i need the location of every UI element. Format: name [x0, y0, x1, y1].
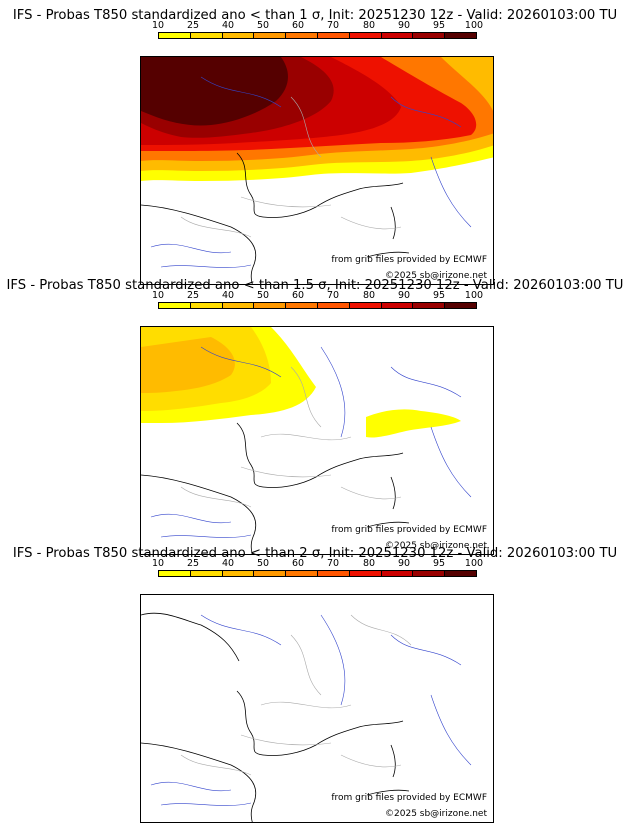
- borders: [180, 614, 412, 776]
- colorbar-tick: 50: [256, 558, 270, 569]
- coastline-islands: [366, 744, 410, 796]
- colorbar-tick: 90: [397, 290, 411, 301]
- panel-1-title: IFS - Probas T850 standardized ano < tha…: [12, 8, 618, 23]
- colorbar-swatch: [285, 302, 318, 309]
- colorbar-swatch: [189, 302, 223, 309]
- colorbar-tick: 10: [151, 290, 165, 301]
- colorbar-swatch: [221, 570, 255, 577]
- colorbar-tick: 80: [362, 290, 376, 301]
- colorbar-tick: 60: [291, 290, 305, 301]
- colorbar-swatch: [348, 570, 382, 577]
- colorbar-swatch: [158, 32, 191, 39]
- colorbar-tick: 90: [397, 20, 411, 31]
- prob-field-40: [141, 337, 235, 393]
- colorbar-tick: 25: [186, 558, 200, 569]
- colorbar-tick: 95: [432, 290, 446, 301]
- colorbar-swatch: [380, 570, 414, 577]
- colorbar-tick: 100: [464, 290, 484, 301]
- colorbar-swatch: [317, 32, 350, 39]
- panel-3-title: IFS - Probas T850 standardized ano < tha…: [12, 546, 618, 561]
- panel-1: IFS - Probas T850 standardized ano < tha…: [0, 8, 630, 285]
- colorbar-swatch: [253, 302, 287, 309]
- colorbar-tick: 70: [326, 558, 340, 569]
- rivers: [150, 346, 472, 538]
- colorbar-swatch: [189, 32, 223, 39]
- colorbar-swatch: [285, 570, 318, 577]
- panel-2-credit-source: from grib files provided by ECMWF: [331, 525, 487, 535]
- colorbar-swatch: [317, 570, 350, 577]
- panel-2-colorbar: [158, 302, 477, 318]
- colorbar-tick: 95: [432, 558, 446, 569]
- panel-3-credit-copyright: ©2025 sb@irizone.net: [385, 809, 487, 819]
- panel-2-colorbar-ticks: 10 25 40 50 60 70 80 90 95 100: [152, 290, 483, 302]
- colorbar-swatch: [221, 302, 255, 309]
- colorbar-tick: 80: [362, 558, 376, 569]
- colorbar-swatch: [158, 570, 191, 577]
- colorbar-swatch: [412, 32, 446, 39]
- colorbar-swatch: [158, 302, 191, 309]
- panel-3-colorbar: [158, 570, 477, 586]
- colorbar-swatch: [444, 570, 477, 577]
- colorbar-swatch: [253, 32, 287, 39]
- colorbar-tick: 10: [151, 558, 165, 569]
- panel-1-credit-source: from grib files provided by ECMWF: [331, 255, 487, 265]
- panel-2-map-svg: [141, 327, 472, 554]
- colorbar-tick: 50: [256, 20, 270, 31]
- colorbar-swatch: [412, 570, 446, 577]
- rivers: [150, 614, 472, 806]
- colorbar-tick: 70: [326, 290, 340, 301]
- panel-3-colorbar-ticks: 10 25 40 50 60 70 80 90 95 100: [152, 558, 483, 570]
- colorbar-swatch: [348, 302, 382, 309]
- panel-1-credit-copyright: ©2025 sb@irizone.net: [385, 271, 487, 281]
- colorbar-tick: 25: [186, 290, 200, 301]
- borders: [180, 96, 402, 238]
- colorbar-tick: 25: [186, 20, 200, 31]
- panel-2-map: from grib files provided by ECMWF ©2025 …: [140, 326, 494, 555]
- colorbar-tick: 70: [326, 20, 340, 31]
- rivers: [150, 76, 472, 268]
- colorbar-tick: 40: [221, 290, 235, 301]
- prob-field-alps: [366, 409, 461, 438]
- colorbar-swatch: [189, 570, 223, 577]
- colorbar-tick: 50: [256, 290, 270, 301]
- colorbar-tick: 40: [221, 558, 235, 569]
- panel-1-colorbar-ticks: 10 25 40 50 60 70 80 90 95 100: [152, 20, 483, 32]
- coastline: [141, 612, 404, 822]
- colorbar-tick: 40: [221, 20, 235, 31]
- colorbar-swatch: [380, 32, 414, 39]
- colorbar-tick: 95: [432, 20, 446, 31]
- colorbar-swatch: [317, 302, 350, 309]
- panel-1-colorbar: [158, 32, 477, 48]
- colorbar-swatch: [380, 302, 414, 309]
- panel-3-credit-source: from grib files provided by ECMWF: [331, 793, 487, 803]
- colorbar-swatch: [285, 32, 318, 39]
- prob-field-100: [141, 57, 288, 126]
- colorbar-swatch: [253, 570, 287, 577]
- coastline: [141, 152, 404, 284]
- panel-3: IFS - Probas T850 standardized ano < tha…: [0, 546, 630, 823]
- colorbar-tick: 60: [291, 558, 305, 569]
- colorbar-swatch: [221, 32, 255, 39]
- coastline: [141, 422, 404, 554]
- coastline-islands: [366, 206, 410, 258]
- borders: [180, 366, 402, 508]
- panel-1-map-svg: [141, 57, 493, 284]
- colorbar-tick: 80: [362, 20, 376, 31]
- colorbar-swatch: [412, 302, 446, 309]
- colorbar-tick: 100: [464, 558, 484, 569]
- colorbar-tick: 10: [151, 20, 165, 31]
- panel-2-title: IFS - Probas T850 standardized ano < tha…: [6, 278, 624, 293]
- colorbar-tick: 90: [397, 558, 411, 569]
- panel-2-credit-copyright: ©2025 sb@irizone.net: [385, 541, 487, 551]
- panel-3-map-svg: [141, 612, 472, 822]
- panel-3-map: from grib files provided by ECMWF ©2025 …: [140, 594, 494, 823]
- panel-2: IFS - Probas T850 standardized ano < tha…: [0, 278, 630, 555]
- panel-1-map: from grib files provided by ECMWF ©2025 …: [140, 56, 494, 285]
- coastline-islands: [366, 476, 410, 528]
- colorbar-tick: 60: [291, 20, 305, 31]
- colorbar-swatch: [348, 32, 382, 39]
- colorbar-swatch: [444, 302, 477, 309]
- colorbar-tick: 100: [464, 20, 484, 31]
- colorbar-swatch: [444, 32, 477, 39]
